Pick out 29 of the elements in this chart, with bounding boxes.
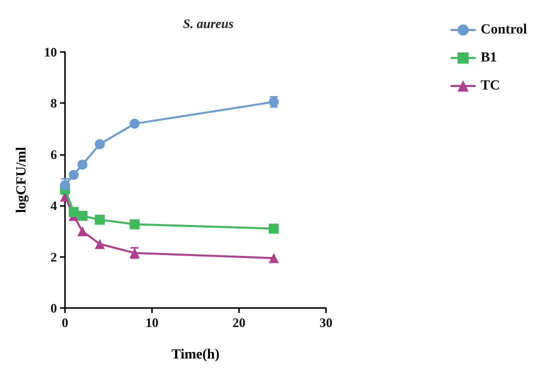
point [68, 170, 79, 180]
x-tick-label: 0 [62, 315, 68, 330]
point [77, 226, 88, 236]
point [268, 253, 279, 264]
y-tick-label: 4 [50, 198, 58, 214]
point [94, 139, 105, 150]
point [77, 160, 88, 170]
point [268, 224, 279, 234]
point [130, 118, 140, 129]
point [68, 207, 79, 217]
x-tick-label: 20 [232, 315, 246, 330]
legend-label: Control [480, 22, 528, 38]
y-tick-label: 10 [44, 44, 57, 60]
y-tick-label: 8 [50, 96, 58, 111]
point [60, 180, 70, 190]
point [130, 219, 140, 230]
chart-title: S. aureus [183, 16, 234, 31]
y-tick-label: 2 [50, 249, 57, 264]
x-tick-label: 30 [320, 315, 332, 330]
y-tick-label: 6 [50, 146, 58, 162]
x-tick-label: 10 [146, 315, 158, 330]
x-axis-title: Time(h) [172, 348, 220, 362]
legend-label: B1 [480, 50, 497, 66]
point [94, 239, 105, 249]
point [94, 214, 105, 225]
y-axis-title: logCFU/ml [14, 146, 30, 214]
legend-label: TC [480, 78, 500, 94]
point [77, 210, 88, 221]
y-tick-label: 0 [50, 300, 57, 316]
